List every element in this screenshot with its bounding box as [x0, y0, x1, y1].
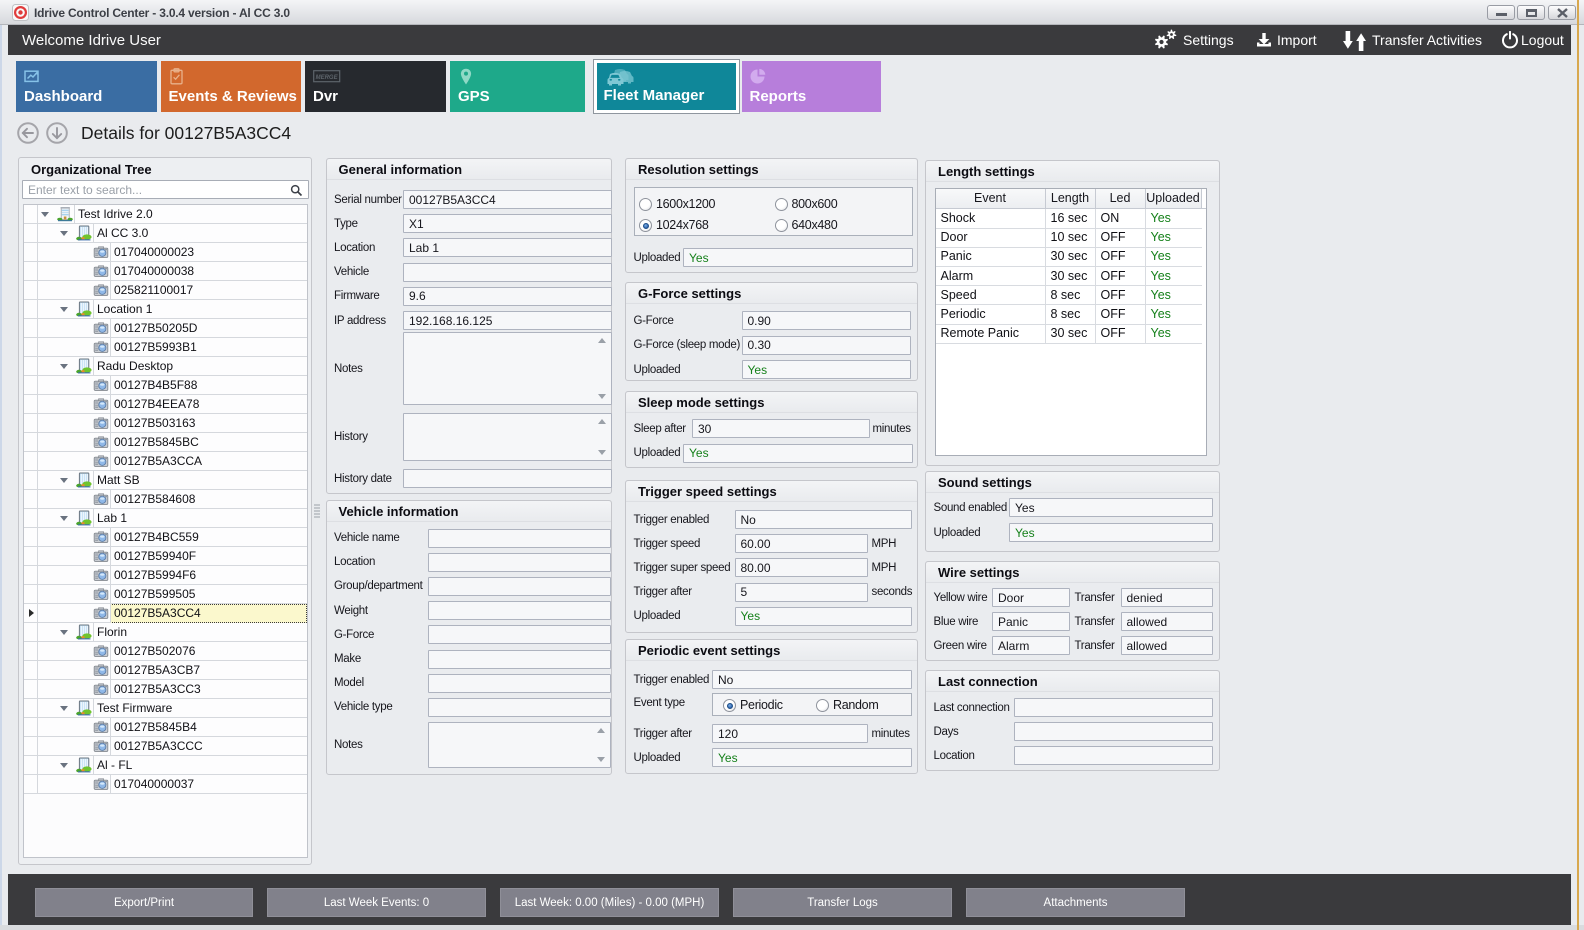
svg-text:MERGE: MERGE: [316, 75, 339, 81]
